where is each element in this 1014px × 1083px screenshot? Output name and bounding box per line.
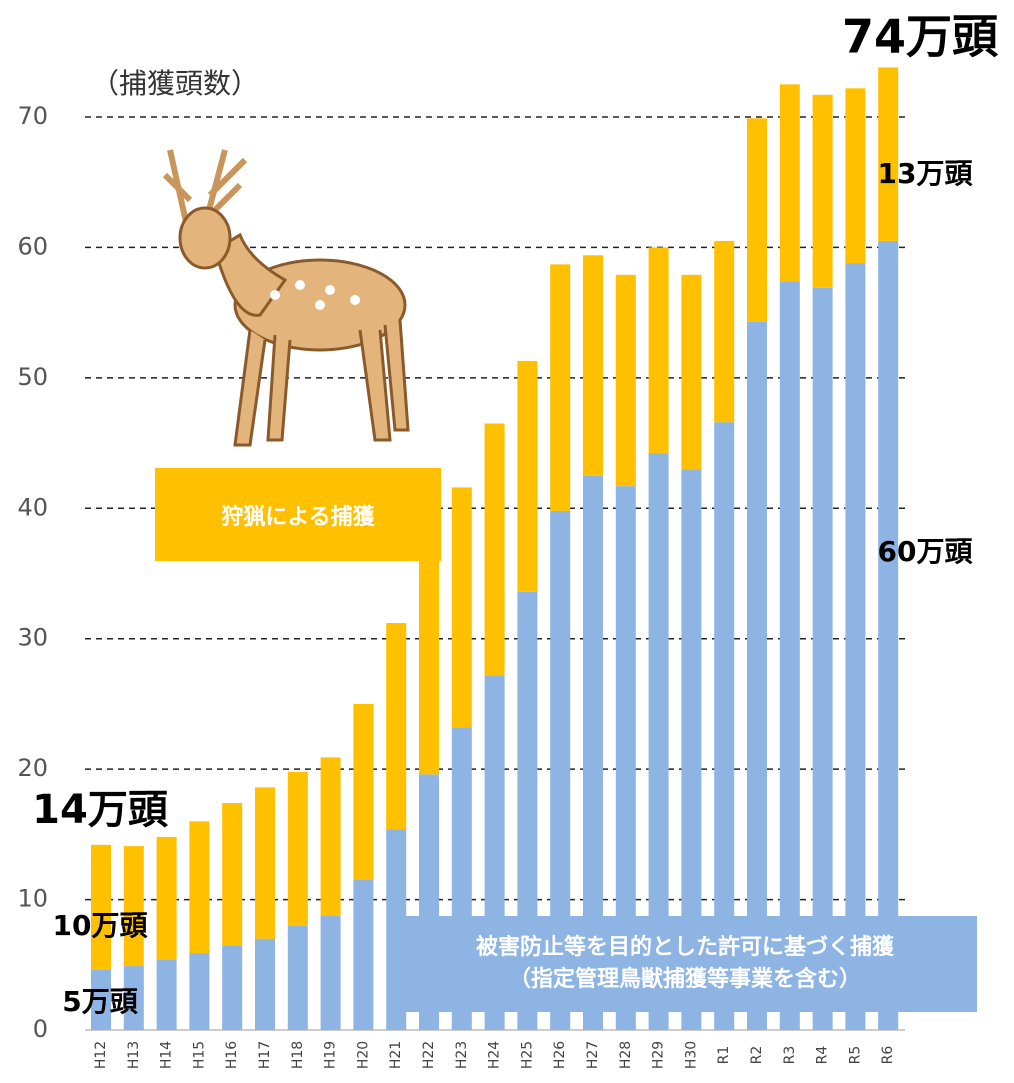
bar-segment [649,247,669,453]
bar-segment [517,361,537,592]
bar-segment [353,704,373,880]
bar-segment [813,95,833,288]
x-tick-label: R2 [749,1046,765,1065]
x-tick-label: H28 [618,1041,634,1069]
bar-segment [386,623,406,829]
y-tick-label: 60 [17,232,48,260]
bar-segment [419,540,439,775]
x-tick-label: H23 [454,1041,470,1069]
x-tick-label: H30 [683,1041,699,1069]
x-tick-label: H22 [421,1041,437,1069]
bar-segment [550,264,570,511]
bar-segment [157,837,177,960]
bar-segment [747,118,767,321]
annotation: 74万頭 [842,10,999,64]
bar-segment [189,953,209,1030]
bar-segment [845,88,865,263]
bar-segment [222,803,242,945]
y-tick-label: 0 [33,1015,48,1043]
y-tick-label: 10 [17,885,48,913]
x-tick-label: H20 [355,1041,371,1069]
y-tick-label: 30 [17,624,48,652]
bar-segment [681,275,701,469]
x-tick-label: R6 [880,1046,896,1065]
x-tick-label: H27 [585,1041,601,1069]
bar-segment [255,939,275,1030]
bar-segment [714,241,734,422]
bar-segment [288,926,308,1030]
x-tick-label: H15 [191,1041,207,1069]
bar-segment [157,960,177,1030]
annotation: 14万頭 [32,787,169,833]
x-tick-label: R4 [815,1046,831,1065]
x-tick-label: H12 [93,1041,109,1069]
annotation: 5万頭 [62,985,138,1018]
x-tick-label: H19 [323,1041,339,1069]
y-axis-label: （捕獲頭数） [91,67,259,100]
bar-segment [321,915,341,1030]
bar-segment [288,772,308,926]
legend-permitted: 被害防止等を目的とした許可に基づく捕獲 （指定管理鳥獣捕獲等事業を含む） [393,916,977,1012]
bar-segment [91,845,111,970]
bar-segment [845,263,865,1030]
bar-segment [353,880,373,1030]
x-tick-label: H13 [126,1041,142,1069]
annotation: 13万頭 [878,157,974,190]
x-tick-label: H14 [159,1041,175,1069]
y-tick-label: 70 [17,102,48,130]
bar-segment [452,487,472,727]
bar-segment [878,67,898,240]
x-tick-label: R5 [847,1046,863,1065]
x-tick-label: H24 [487,1041,503,1069]
page: （捕獲頭数） 0 10 20 30 40 50 60 70 H12 H13 H14 H15 H16 H17… [0,0,1014,1083]
bar-segment [321,757,341,915]
annotation: 60万頭 [878,535,974,568]
y-tick-label: 40 [17,493,48,521]
bar-segment [189,821,209,953]
x-tick-label: H17 [257,1041,273,1069]
x-tick-label: H26 [552,1041,568,1069]
bar-segment [485,424,505,676]
x-tick-label: R3 [782,1046,798,1065]
y-tick-label: 20 [17,754,48,782]
bar-segment [780,84,800,281]
legend-hunting: 狩猟による捕獲 [155,468,441,561]
x-tick-label: H16 [224,1041,240,1069]
bar-segment [583,255,603,475]
y-tick-label: 50 [17,363,48,391]
bar-segment [124,846,144,966]
bar-segment [616,275,636,486]
bar-segment [255,787,275,938]
x-tick-label: H21 [388,1041,404,1069]
x-tick-label: H29 [651,1041,667,1069]
annotation: 10万頭 [53,909,149,942]
deer-illustration [165,150,408,445]
x-tick-label: H18 [290,1041,306,1069]
bar-segment [222,945,242,1030]
x-tick-label: R1 [716,1046,732,1065]
bar-segment [878,241,898,1030]
x-tick-label: H25 [519,1041,535,1069]
